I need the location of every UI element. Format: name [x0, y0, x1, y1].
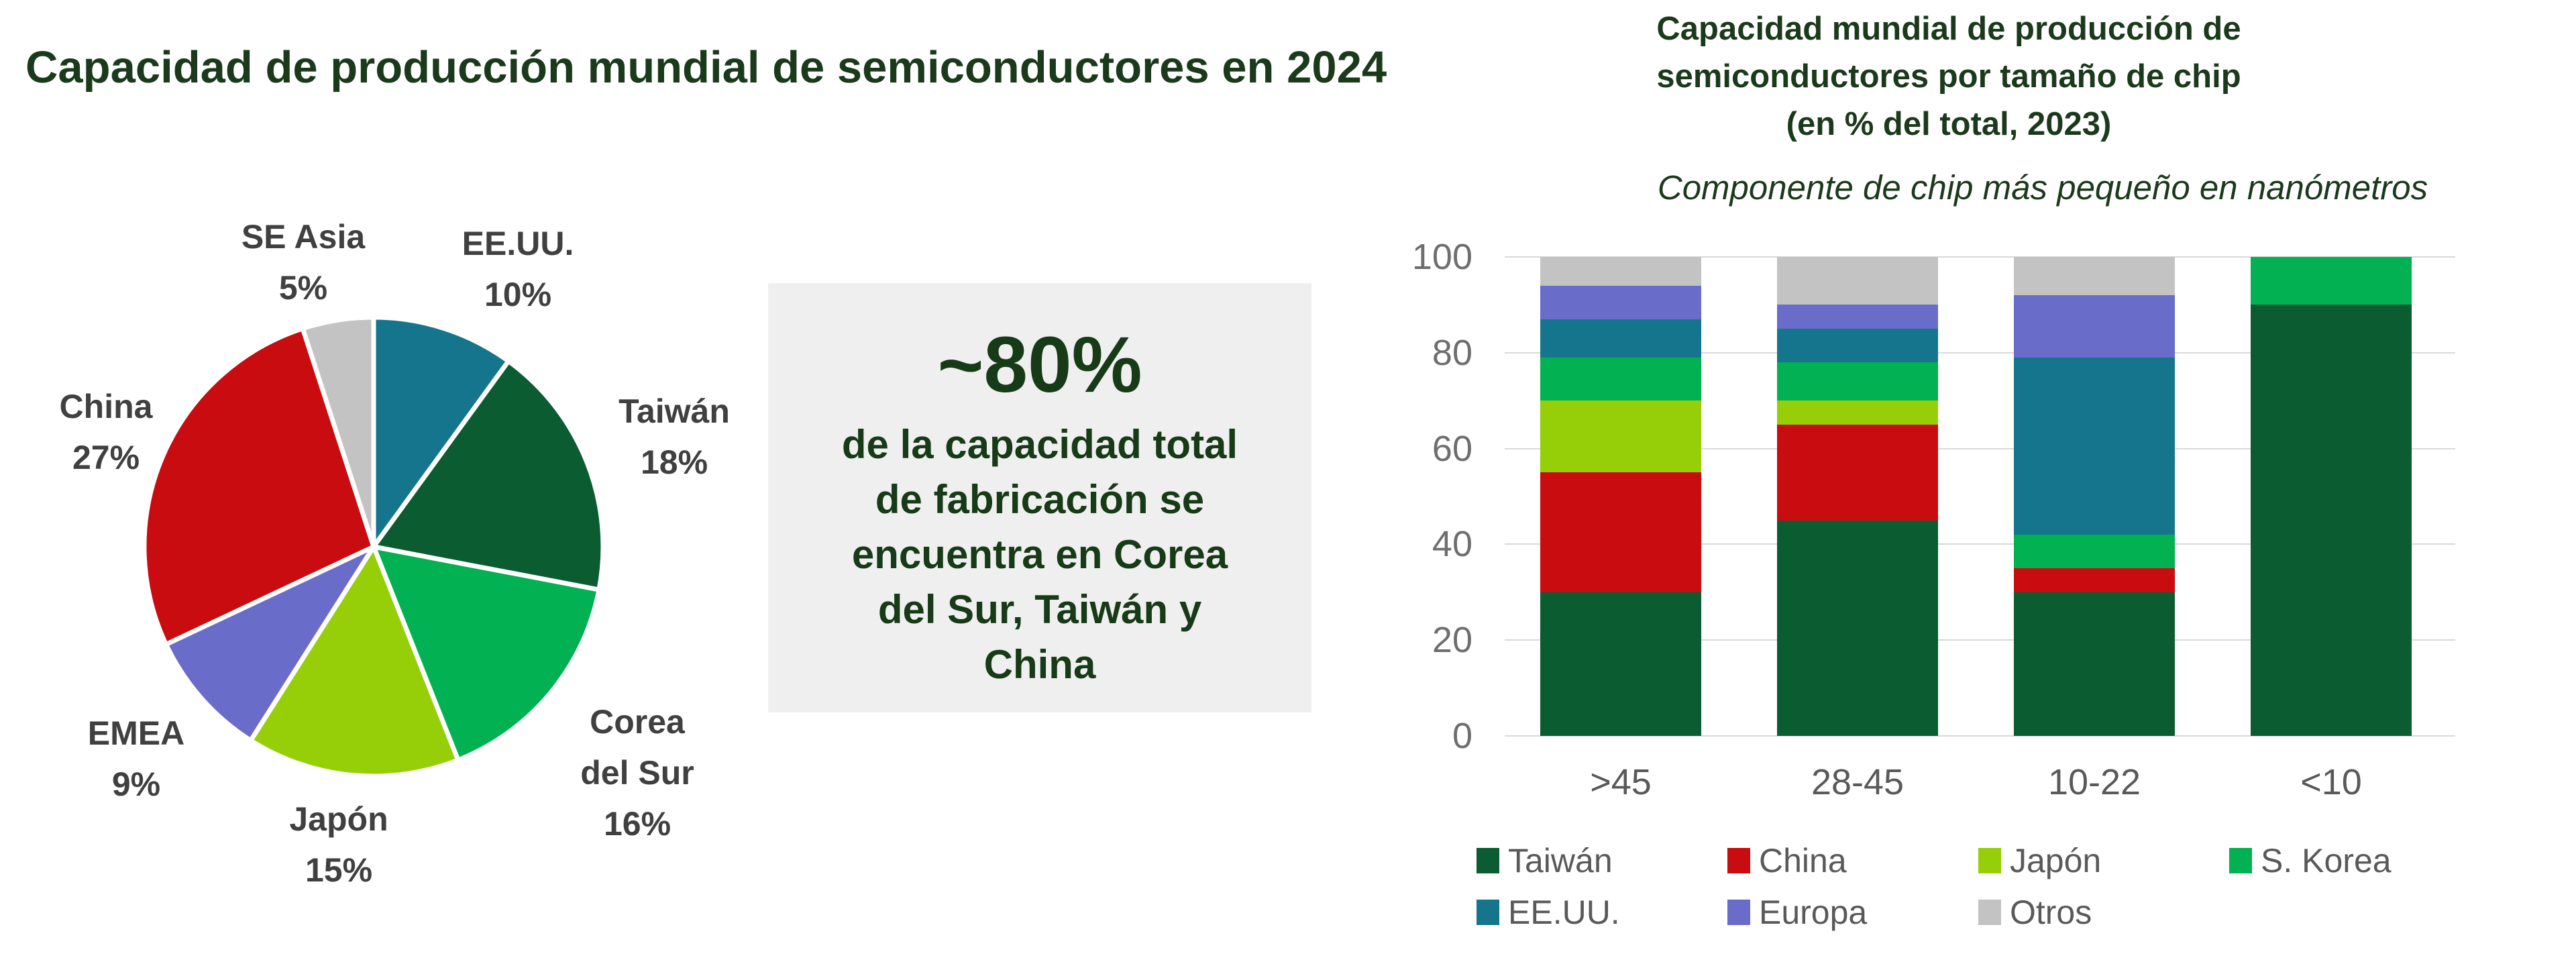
- legend-item-taiw-n: Taiwán: [1477, 840, 1613, 881]
- bar-chart-plot: >45 28-45 10-22 <10: [1505, 256, 2455, 802]
- gridline-100: [1505, 256, 2455, 258]
- gridline-80: [1505, 352, 2455, 354]
- bar-chart-title: Capacidad mundial de producción de semic…: [1656, 11, 2241, 142]
- y-tick-100: 100: [1411, 237, 1472, 277]
- pie-slice-se-asia: [300, 315, 376, 549]
- bar-segment-10-22-ee-uu: [2014, 357, 2175, 535]
- bar-segment-28-45-ee-uu: [1777, 329, 1938, 363]
- pie-slice-taiw-n: [371, 358, 606, 592]
- bar-segment-28-45-china: [1777, 424, 1938, 521]
- bar-segment-28-45-jap-n: [1777, 400, 1938, 425]
- callout-body: de la capacidad total de fabricación se …: [841, 422, 1238, 687]
- legend-item-otros: Otros: [1978, 892, 2092, 933]
- bar-segment-45-ee-uu: [1540, 319, 1701, 358]
- legend-item-s-korea: S. Korea: [2229, 840, 2392, 881]
- legend-swatch-taiw-n: [1477, 848, 1499, 873]
- pie-chart-title: Capacidad de producción mundial de semic…: [25, 42, 1387, 93]
- legend-swatch-s-korea: [2229, 848, 2252, 873]
- callout-box: ~80% de la capacidad total de fabricació…: [768, 283, 1311, 712]
- bar-segment-10-taiw-n: [2251, 305, 2412, 736]
- legend-label-china: China: [1759, 842, 1847, 879]
- legend-item-ee-uu: EE.UU.: [1477, 892, 1620, 933]
- pie-label-se-asia: SE Asia 5%: [241, 218, 366, 307]
- bar-segment-45-jap-n: [1540, 400, 1701, 473]
- legend-swatch-china: [1727, 848, 1750, 873]
- legend-label-otros: Otros: [2010, 894, 2092, 931]
- bar-segment-10-22-taiw-n: [2014, 592, 2175, 736]
- callout-headline: ~80%: [937, 321, 1142, 409]
- legend-label-s-korea: S. Korea: [2261, 842, 2392, 879]
- bar-chart-subtitle: Componente de chip más pequeño en nanóme…: [1657, 168, 2428, 207]
- pie-chart: [142, 315, 606, 779]
- pie-slice-jap-n: [248, 544, 461, 779]
- bar-segment-28-45-s-korea: [1777, 362, 1938, 401]
- bar-segment-45-europa: [1540, 285, 1701, 319]
- legend-label-europa: Europa: [1759, 894, 1868, 931]
- legend-swatch-europa: [1727, 900, 1750, 925]
- pie-label-corea-del-sur: Corea del Sur 16%: [580, 703, 694, 843]
- bar-segment-45-otros: [1540, 257, 1701, 286]
- x-axis-label-45: >45: [1590, 762, 1652, 802]
- y-tick-20: 20: [1432, 620, 1472, 661]
- gridline-0: [1505, 735, 2455, 737]
- pie-label-china: China 27%: [59, 388, 153, 476]
- legend-label-ee-uu: EE.UU.: [1508, 894, 1620, 931]
- y-tick-0: 0: [1452, 716, 1472, 756]
- pie-label-taiw-n: Taiwán 18%: [619, 392, 730, 481]
- pie-label-ee-uu: EE.UU. 10%: [462, 225, 574, 313]
- bar-segment-45-taiw-n: [1540, 592, 1701, 736]
- bar-segment-45-china: [1540, 472, 1701, 592]
- y-tick-60: 60: [1432, 428, 1472, 469]
- legend-swatch-jap-n: [1978, 848, 2001, 873]
- x-axis-label-28-45: 28-45: [1811, 762, 1904, 802]
- pie-chart-labels: EE.UU. 10% Taiwán 18% Corea del Sur 16% Jap…: [59, 218, 730, 889]
- bar-chart-y-axis: 0 20 40 60 80 100: [1355, 237, 1472, 756]
- pie-slice-ee-uu: [371, 315, 511, 549]
- bar-segment-10-22-s-korea: [2014, 535, 2175, 569]
- y-tick-80: 80: [1432, 332, 1472, 373]
- bar-segment-10-22-europa: [2014, 295, 2175, 358]
- pie-slice-corea-del-sur: [371, 544, 602, 763]
- bar-segment-10-22-otros: [2014, 257, 2175, 296]
- legend-swatch-ee-uu: [1477, 900, 1499, 925]
- x-axis-label-10-22: 10-22: [2047, 762, 2141, 802]
- pie-label-jap-n: Japón 15%: [289, 800, 388, 889]
- y-tick-40: 40: [1432, 524, 1472, 565]
- bar-segment-45-s-korea: [1540, 357, 1701, 401]
- bar-chart-legend: Taiwán China Japón S. Korea EE.UU. Europa Otro…: [1477, 840, 2563, 954]
- x-axis-label-10: <10: [2300, 762, 2362, 802]
- pie-slice-china: [142, 326, 376, 647]
- legend-label-taiw-n: Taiwán: [1508, 842, 1613, 879]
- legend-swatch-otros: [1978, 900, 2001, 925]
- gridline-60: [1505, 447, 2455, 449]
- bar-segment-10-22-china: [2014, 568, 2175, 592]
- bar-segment-10-s-korea: [2251, 257, 2412, 305]
- gridline-20: [1505, 639, 2455, 641]
- gridline-40: [1505, 543, 2455, 545]
- legend-item-china: China: [1727, 840, 1847, 881]
- legend-item-europa: Europa: [1727, 892, 1867, 933]
- bar-segment-28-45-taiw-n: [1777, 520, 1938, 736]
- bar-segment-28-45-europa: [1777, 305, 1938, 329]
- pie-slice-emea: [164, 544, 376, 743]
- legend-item-jap-n: Japón: [1978, 840, 2101, 881]
- legend-label-jap-n: Japón: [2010, 842, 2102, 879]
- pie-label-emea: EMEA 9%: [87, 714, 185, 803]
- bar-segment-28-45-otros: [1777, 257, 1938, 305]
